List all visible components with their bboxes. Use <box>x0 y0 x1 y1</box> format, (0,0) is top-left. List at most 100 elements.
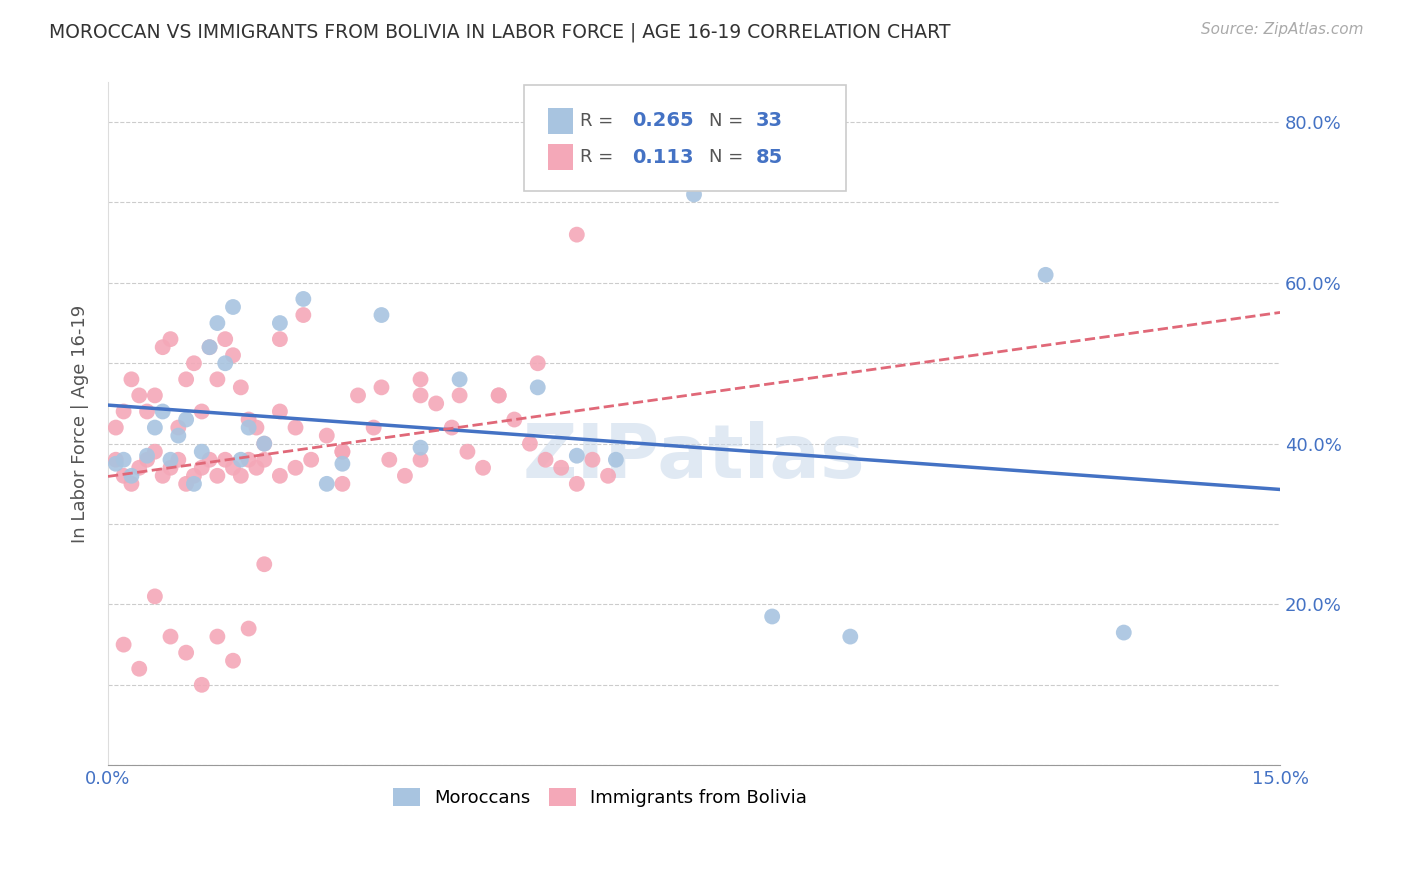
Point <box>190 460 212 475</box>
Point <box>112 638 135 652</box>
Point <box>136 452 159 467</box>
Point <box>190 444 212 458</box>
Point <box>299 452 322 467</box>
Point <box>152 340 174 354</box>
Point <box>167 452 190 467</box>
Point <box>363 420 385 434</box>
Point <box>605 452 627 467</box>
Point <box>581 452 603 467</box>
Point <box>207 468 229 483</box>
Point <box>409 372 432 386</box>
Point <box>425 396 447 410</box>
Point <box>269 468 291 483</box>
Point <box>214 356 236 370</box>
Point <box>370 308 392 322</box>
Point <box>683 187 706 202</box>
Point <box>104 457 127 471</box>
Point <box>409 388 432 402</box>
Text: 0.113: 0.113 <box>631 147 693 167</box>
Point <box>120 476 142 491</box>
Point <box>112 452 135 467</box>
Text: R =: R = <box>581 112 619 130</box>
Point <box>378 452 401 467</box>
Point <box>839 630 862 644</box>
Point <box>245 420 267 434</box>
Point <box>472 460 495 475</box>
Point <box>183 476 205 491</box>
Point <box>159 630 181 644</box>
Point <box>394 468 416 483</box>
Point <box>332 457 354 471</box>
Point <box>292 308 315 322</box>
Point <box>503 412 526 426</box>
Point <box>238 622 260 636</box>
Point <box>222 300 245 314</box>
Point <box>596 468 619 483</box>
Point <box>347 388 370 402</box>
Point <box>174 372 197 386</box>
Point <box>136 404 159 418</box>
Point <box>370 380 392 394</box>
Point <box>1035 268 1057 282</box>
Point <box>253 452 276 467</box>
Point <box>128 460 150 475</box>
Point <box>207 630 229 644</box>
Point <box>167 428 190 442</box>
Point <box>269 404 291 418</box>
Point <box>222 460 245 475</box>
Point <box>229 380 252 394</box>
Point <box>269 316 291 330</box>
Point <box>120 372 142 386</box>
Text: N =: N = <box>709 148 749 166</box>
Text: 85: 85 <box>756 147 783 167</box>
Point <box>332 444 354 458</box>
Point <box>292 292 315 306</box>
Point <box>112 468 135 483</box>
FancyBboxPatch shape <box>547 108 574 134</box>
Text: ZIPatlas: ZIPatlas <box>523 421 865 494</box>
Text: Source: ZipAtlas.com: Source: ZipAtlas.com <box>1201 22 1364 37</box>
Text: MOROCCAN VS IMMIGRANTS FROM BOLIVIA IN LABOR FORCE | AGE 16-19 CORRELATION CHART: MOROCCAN VS IMMIGRANTS FROM BOLIVIA IN L… <box>49 22 950 42</box>
Point <box>488 388 510 402</box>
Point <box>152 468 174 483</box>
Point <box>120 468 142 483</box>
Point <box>456 444 478 458</box>
Point <box>550 460 572 475</box>
Text: 33: 33 <box>756 112 783 130</box>
Point <box>409 452 432 467</box>
Point <box>183 468 205 483</box>
Point <box>198 340 221 354</box>
Point <box>198 340 221 354</box>
Point <box>519 436 541 450</box>
Point <box>761 609 783 624</box>
Point <box>229 452 252 467</box>
Point <box>190 404 212 418</box>
Point <box>159 460 181 475</box>
Point <box>183 356 205 370</box>
Point <box>207 372 229 386</box>
Point <box>152 404 174 418</box>
Point <box>565 449 588 463</box>
Point <box>409 441 432 455</box>
Point <box>488 388 510 402</box>
Point <box>214 452 236 467</box>
Point <box>534 452 557 467</box>
Point <box>174 646 197 660</box>
Point <box>190 678 212 692</box>
Point <box>104 452 127 467</box>
Point <box>104 420 127 434</box>
Point <box>238 452 260 467</box>
Point <box>128 662 150 676</box>
Point <box>284 420 307 434</box>
FancyBboxPatch shape <box>524 86 846 191</box>
Point <box>253 436 276 450</box>
Point <box>174 412 197 426</box>
Point <box>245 460 267 475</box>
Point <box>214 332 236 346</box>
Point <box>167 420 190 434</box>
Point <box>449 372 471 386</box>
Text: N =: N = <box>709 112 749 130</box>
Y-axis label: In Labor Force | Age 16-19: In Labor Force | Age 16-19 <box>72 304 89 542</box>
Point <box>128 388 150 402</box>
Point <box>449 388 471 402</box>
